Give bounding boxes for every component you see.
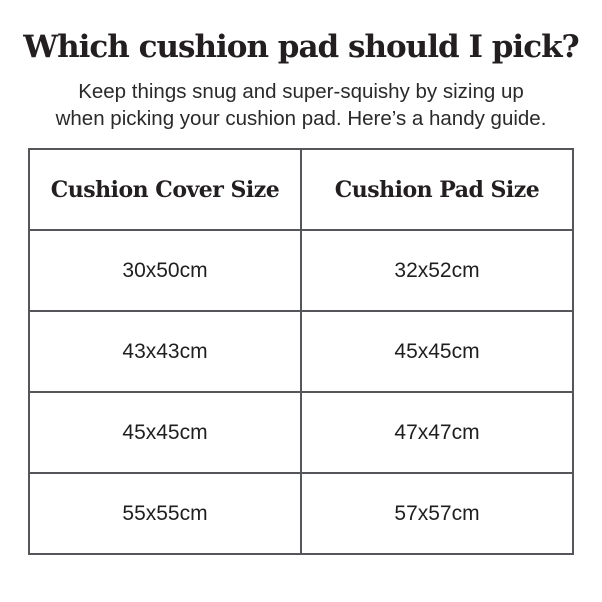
table-row: 30x50cm 32x52cm — [28, 229, 574, 312]
subtitle-line-1: Keep things snug and super-squishy by si… — [78, 80, 524, 103]
page-title: Which cushion pad should I pick? — [23, 29, 579, 65]
subtitle-line-2: when picking your cushion pad. Here’s a … — [55, 107, 547, 130]
cover-size-value: 45x45cm — [28, 391, 302, 474]
cover-size-value: 43x43cm — [28, 310, 302, 393]
column-header-cushion-pad-size: Cushion Pad Size — [300, 148, 574, 231]
pad-size-value: 32x52cm — [300, 229, 574, 312]
page-subtitle: Keep things snug and super-squishy by si… — [21, 78, 581, 132]
pad-size-value: 45x45cm — [300, 310, 574, 393]
cover-size-value: 55x55cm — [28, 472, 302, 555]
cover-size-value: 30x50cm — [28, 229, 302, 312]
pad-size-value: 47x47cm — [300, 391, 574, 474]
table-row: 55x55cm 57x57cm — [28, 472, 574, 555]
table-header-row: Cushion Cover Size Cushion Pad Size — [28, 148, 574, 231]
table-row: 43x43cm 45x45cm — [28, 310, 574, 393]
pad-size-value: 57x57cm — [300, 472, 574, 555]
column-header-cushion-cover-size: Cushion Cover Size — [28, 148, 302, 231]
size-guide-table: Cushion Cover Size Cushion Pad Size 30x5… — [28, 148, 574, 555]
table-row: 45x45cm 47x47cm — [28, 391, 574, 474]
cushion-pad-guide: Which cushion pad should I pick? Keep th… — [0, 27, 602, 602]
